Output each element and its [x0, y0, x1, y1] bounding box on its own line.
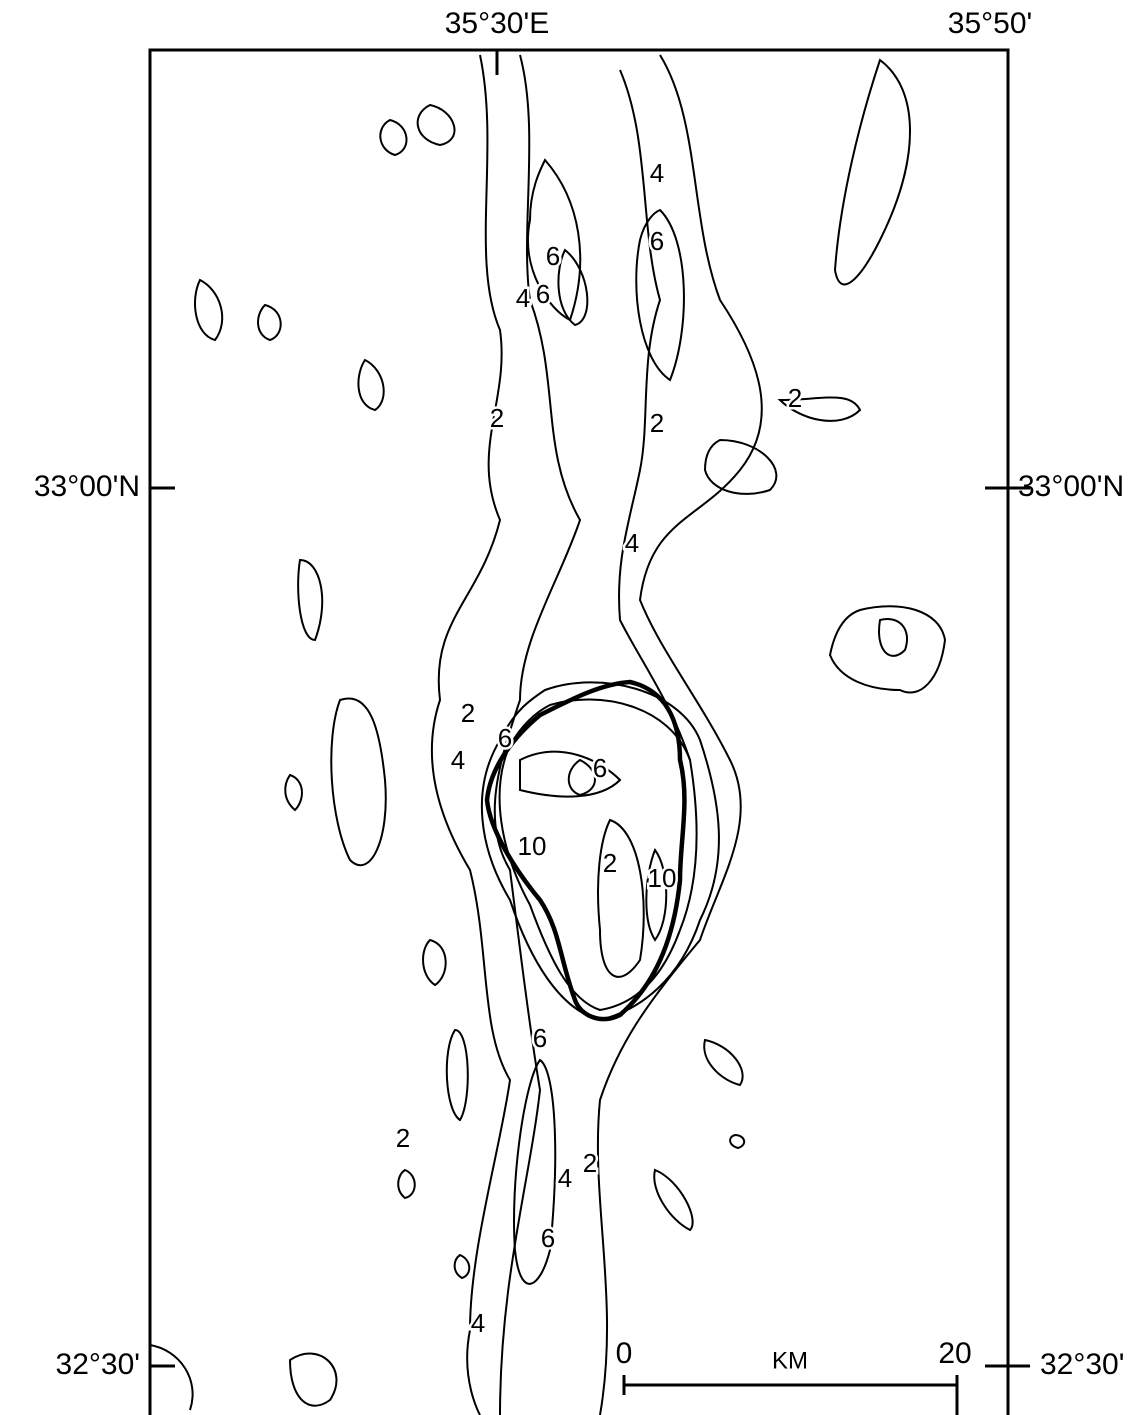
longitude-label: 35°30'E: [445, 7, 549, 40]
latitude-label: 32°30': [56, 1348, 140, 1381]
contour: [703, 438, 778, 495]
contour: [357, 358, 385, 412]
scale-unit: KM: [772, 1347, 808, 1374]
contour: [257, 303, 282, 342]
contour: [653, 1168, 694, 1232]
contour: [645, 847, 668, 942]
contour-label: 6: [536, 279, 550, 309]
contour: [416, 103, 456, 147]
contour: [288, 1352, 338, 1407]
contour: [445, 1028, 469, 1122]
contour: [878, 618, 908, 657]
latitude-label: 33°00'N: [1018, 470, 1124, 503]
latitude-label: 32°30': [1040, 1348, 1124, 1381]
deposit-outline: [484, 679, 687, 1022]
contour: [635, 208, 685, 382]
contour-label: 2: [583, 1148, 597, 1178]
contour: [430, 54, 512, 1415]
contour-label: 10: [648, 863, 677, 893]
contour-label: 4: [516, 283, 530, 313]
contour: [729, 1133, 746, 1150]
contour-label: 2: [490, 403, 504, 433]
contour: [493, 54, 582, 1415]
map-frame: [148, 48, 1010, 1415]
contour-label: 10: [518, 831, 547, 861]
labels: 35°30'E 35°50' 33°00'N 32°30' 33°00'N 32…: [34, 7, 1125, 1381]
contour: [194, 278, 224, 342]
contour: [833, 58, 911, 286]
contour-label: 4: [451, 745, 465, 775]
contour: [703, 1038, 744, 1087]
contour: [379, 118, 408, 157]
ticks: [150, 50, 1030, 1368]
contour: [453, 1253, 471, 1280]
contour: [828, 605, 947, 694]
contour-label: 6: [541, 1223, 555, 1253]
contour-label: 6: [546, 241, 560, 271]
contour: [567, 758, 596, 797]
contour-label: 2: [650, 408, 664, 438]
contour: [618, 69, 691, 761]
contour-label: 4: [471, 1308, 485, 1338]
scale-bar: [622, 1375, 959, 1415]
contour-label: 6: [650, 226, 664, 256]
contour: [498, 698, 698, 1012]
contour: [422, 938, 447, 987]
contour: [777, 396, 862, 422]
longitude-label: 35°50': [948, 7, 1032, 40]
contour: [557, 248, 589, 327]
contour-label: 4: [625, 528, 639, 558]
contour: [513, 1058, 557, 1285]
contour: [330, 697, 387, 867]
contour-label: 4: [558, 1163, 572, 1193]
contour: [527, 158, 582, 322]
contour-label: 6: [533, 1023, 547, 1053]
contour: [597, 818, 645, 978]
scale-end-label: 20: [938, 1337, 971, 1370]
latitude-label: 33°00'N: [34, 470, 140, 503]
contour: [297, 558, 324, 642]
contour-label: 4: [650, 158, 664, 188]
contour-label: 2: [461, 698, 475, 728]
contour-label: 6: [593, 753, 607, 783]
contours: [149, 54, 947, 1415]
contour-label: 2: [603, 848, 617, 878]
contour: [397, 1168, 416, 1200]
contour: [149, 1344, 194, 1411]
contour: [284, 773, 303, 812]
contour-label: 2: [396, 1123, 410, 1153]
contour: [596, 54, 763, 1415]
scale-start: 0: [616, 1337, 633, 1370]
contour-label: 6: [498, 723, 512, 753]
contour: [519, 750, 622, 798]
contour-label: 2: [788, 383, 802, 413]
